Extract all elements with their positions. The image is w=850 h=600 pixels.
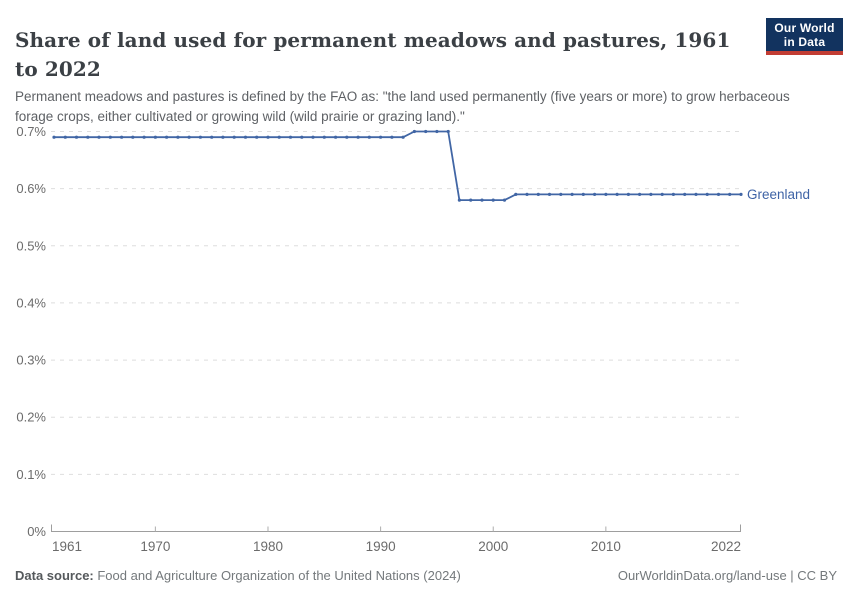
x-tick-label: 1980 [253,539,283,554]
data-point-marker [412,129,416,134]
data-point-marker [266,135,270,139]
y-tick-label: 0.4% [16,295,46,310]
data-point-marker [446,129,450,134]
x-axis [51,524,741,532]
data-point-marker [63,135,67,139]
data-source-text: Food and Agriculture Organization of the… [93,568,461,583]
data-point-marker [480,198,484,202]
chart-subtitle: Permanent meadows and pastures is define… [15,88,790,125]
data-point-marker [728,192,732,196]
data-point-marker [74,135,79,139]
footer-citation-link[interactable]: OurWorldinData.org/land-use | CC BY [617,568,837,583]
data-point-marker [277,135,281,139]
owid-logo-text-line1: Our World [774,20,835,35]
data-point-marker [210,135,214,139]
data-point-marker [390,135,394,139]
data-point-marker [131,135,135,139]
x-tick-label: 1961 [52,539,82,554]
data-point-marker [221,135,225,139]
data-point-marker [300,135,304,139]
data-point-marker [671,192,676,196]
data-point-marker [604,192,608,196]
data-point-marker [334,135,338,139]
data-point-marker [322,135,326,139]
data-point-marker [683,192,687,196]
y-gridlines [51,131,744,475]
y-tick-label: 0.1% [16,467,46,482]
data-source-note: Data source: Food and Agriculture Organi… [15,568,461,583]
data-point-marker [424,129,428,134]
owid-logo[interactable]: Our World in Data [766,18,843,55]
data-point-marker [514,192,518,196]
data-point-marker [626,192,631,196]
data-point-marker [198,135,202,139]
data-point-marker [232,135,236,139]
entity-label-greenland[interactable]: Greenland [747,187,810,202]
y-tick-label: 0.5% [16,238,46,253]
x-tick-label: 2010 [591,539,621,554]
data-point-marker [705,192,709,196]
data-point-marker [536,192,540,196]
data-point-marker [525,192,529,196]
data-point-marker [581,192,585,196]
data-point-marker [435,129,439,134]
data-point-marker [52,135,56,139]
data-point-marker [502,198,507,202]
data-point-marker [176,135,180,139]
greenland-line-series[interactable] [54,130,741,201]
data-point-marker [615,192,619,196]
data-point-marker [255,135,259,139]
data-point-marker [739,192,743,196]
data-point-marker [97,135,101,139]
data-point-marker [660,192,664,196]
y-tick-label: 0.3% [16,353,46,368]
data-point-marker [345,135,349,139]
x-tick-label: 1990 [366,539,396,554]
y-tick-label: 0% [27,524,46,539]
data-point-marker [120,135,124,139]
data-point-marker [401,135,405,139]
data-point-marker [108,135,112,139]
data-point-marker [559,192,563,196]
y-tick-label: 0.7% [16,124,46,139]
data-point-marker [153,135,157,139]
data-point-marker [243,135,248,139]
data-point-marker [288,135,293,139]
data-point-marker [356,135,360,139]
data-point-marker [570,192,574,196]
data-points [52,129,743,202]
y-axis-labels: 0% 0.1% 0.2% 0.3% 0.4% 0.5% 0.6% 0.7% [16,124,46,539]
data-point-marker [491,198,495,202]
data-point-marker [367,135,371,139]
data-point-marker [638,192,642,196]
data-source-label: Data source: [15,568,94,583]
data-point-marker [593,192,597,196]
data-point-marker [165,135,169,139]
y-tick-label: 0.2% [16,410,46,425]
data-point-marker [457,198,461,202]
data-point-marker [649,192,653,196]
data-point-marker [311,135,315,139]
data-point-marker [716,192,721,196]
data-point-marker [187,135,191,139]
x-tick-label: 2022 [711,539,741,554]
data-point-marker [469,198,473,202]
chart-footer: Data source: Food and Agriculture Organi… [15,568,837,583]
x-axis-labels: 1961 1970 1980 1990 2000 2010 2022 [52,539,741,554]
x-tick-label: 1970 [140,539,170,554]
data-point-marker [142,135,146,139]
data-point-marker [86,135,90,139]
data-point-marker [379,135,383,139]
data-point-marker [547,192,552,196]
owid-logo-text-line2: in Data [783,34,826,49]
page-title: Share of land used for permanent meadows… [15,28,731,82]
y-tick-label: 0.6% [16,181,46,196]
data-point-marker [694,192,698,196]
x-tick-label: 2000 [478,539,508,554]
